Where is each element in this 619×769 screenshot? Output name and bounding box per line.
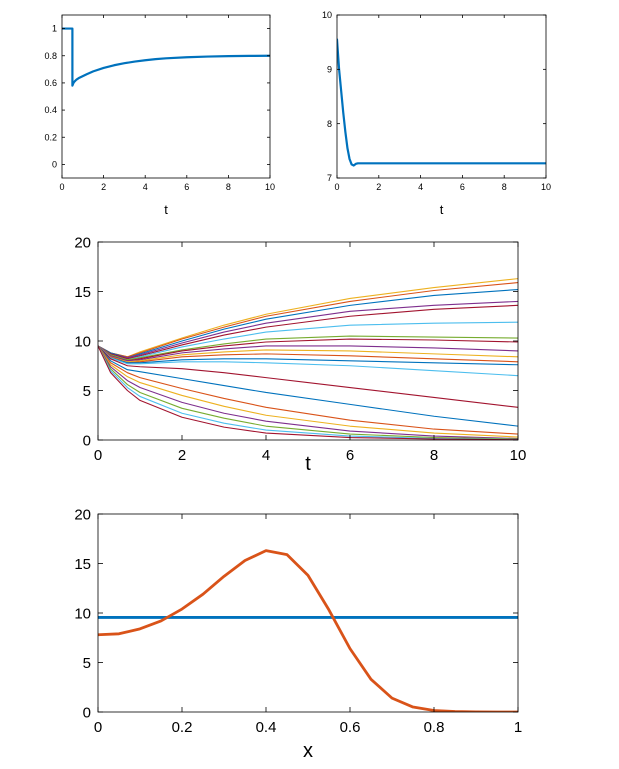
y-tick-label: 0 (83, 432, 91, 449)
series-line-0 (337, 38, 546, 167)
x-tick-label: 2 (178, 447, 186, 464)
series-line-18 (98, 345, 518, 440)
axes-frame (336, 14, 547, 179)
y-tick-label: 0.4 (44, 105, 57, 115)
x-tick-label: 0 (334, 182, 339, 192)
y-tick-label: 20 (74, 506, 91, 523)
x-tick-label: 1 (514, 719, 522, 736)
y-tick-label: 0 (52, 160, 57, 170)
x-axis-label: t (440, 202, 444, 217)
y-tick-label: 0.2 (44, 132, 57, 142)
x-tick-label: 6 (184, 182, 189, 192)
y-tick-label: 10 (74, 333, 91, 350)
x-axis-label: t (164, 202, 168, 217)
y-tick-label: 1 (52, 24, 57, 34)
series-line-15 (98, 345, 518, 435)
x-tick-label: 0.2 (172, 719, 193, 736)
x-axis-label: x (303, 740, 313, 762)
y-tick-label: 0 (83, 704, 91, 721)
axes-frame (61, 14, 271, 179)
series-line-20 (98, 345, 518, 440)
x-tick-label: 0 (94, 447, 102, 464)
y-tick-label: 9 (327, 64, 332, 74)
series-line-6 (98, 335, 518, 361)
chart-top-left: 0 2 4 6 8 10 0 0.2 0.4 0.6 0.8 1 t (44, 14, 275, 217)
x-tick-label: 0 (59, 182, 64, 192)
x-tick-label: 8 (226, 182, 231, 192)
chart-top-right: 0 2 4 6 8 10 7 8 9 10 t (322, 10, 551, 217)
series-line-13 (98, 345, 518, 408)
chart-middle: 0 2 4 6 8 10 0 5 10 15 20 t (74, 234, 526, 475)
series-line-4 (98, 304, 518, 360)
x-tick-label: 4 (143, 182, 148, 192)
series-line-17 (98, 345, 518, 440)
x-tick-label: 4 (262, 447, 270, 464)
x-tick-label: 0.6 (340, 719, 361, 736)
x-tick-label: 0.4 (256, 719, 277, 736)
series-line-19 (98, 345, 518, 440)
x-tick-label: 2 (101, 182, 106, 192)
x-tick-label: 8 (502, 182, 507, 192)
x-tick-label: 0.8 (424, 719, 445, 736)
series-line-2 (98, 288, 518, 359)
y-tick-label: 10 (74, 605, 91, 622)
x-axis-label: t (305, 453, 311, 475)
series-group (98, 549, 518, 712)
y-tick-label: 5 (83, 383, 91, 400)
x-tick-label: 2 (376, 182, 381, 192)
x-tick-label: 8 (430, 447, 438, 464)
y-tick-label: 15 (74, 556, 91, 573)
x-tick-label: 10 (510, 447, 527, 464)
series-line-1 (98, 549, 518, 712)
x-tick-label: 4 (418, 182, 423, 192)
series-line-12 (98, 345, 518, 377)
x-tick-label: 0 (94, 719, 102, 736)
series-group (62, 27, 270, 87)
series-line-0 (62, 27, 270, 87)
series-group (98, 278, 518, 440)
y-tick-label: 15 (74, 284, 91, 301)
series-line-8 (98, 345, 518, 362)
y-tick-label: 7 (327, 173, 332, 183)
y-tick-label: 20 (74, 234, 91, 251)
y-tick-label: 10 (322, 10, 332, 20)
series-line-14 (98, 345, 518, 427)
axes-frame (97, 513, 519, 713)
y-tick-label: 5 (83, 655, 91, 672)
y-tick-label: 0.8 (44, 51, 57, 61)
series-line-3 (98, 300, 518, 359)
series-group (337, 38, 546, 167)
series-line-16 (98, 345, 518, 438)
y-tick-label: 8 (327, 119, 332, 129)
x-tick-label: 10 (541, 182, 551, 192)
x-tick-label: 6 (346, 447, 354, 464)
x-tick-label: 10 (265, 182, 275, 192)
y-tick-label: 0.6 (44, 78, 57, 88)
x-tick-label: 6 (460, 182, 465, 192)
